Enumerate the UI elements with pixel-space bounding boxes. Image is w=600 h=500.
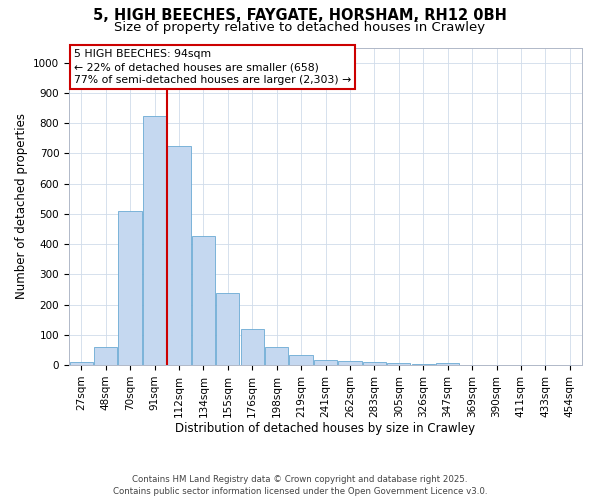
- Bar: [94, 348, 117, 365]
- Text: 5 HIGH BEECHES: 94sqm
← 22% of detached houses are smaller (658)
77% of semi-det: 5 HIGH BEECHES: 94sqm ← 22% of detached …: [74, 49, 352, 86]
- Bar: [289, 356, 313, 365]
- Bar: [412, 364, 435, 365]
- Bar: [265, 348, 288, 365]
- Text: Contains HM Land Registry data © Crown copyright and database right 2025.
Contai: Contains HM Land Registry data © Crown c…: [113, 475, 487, 496]
- Bar: [363, 362, 386, 365]
- Bar: [143, 116, 166, 365]
- Text: 5, HIGH BEECHES, FAYGATE, HORSHAM, RH12 0BH: 5, HIGH BEECHES, FAYGATE, HORSHAM, RH12 …: [93, 8, 507, 22]
- X-axis label: Distribution of detached houses by size in Crawley: Distribution of detached houses by size …: [175, 422, 476, 436]
- Text: Size of property relative to detached houses in Crawley: Size of property relative to detached ho…: [115, 21, 485, 34]
- Bar: [118, 211, 142, 365]
- Bar: [192, 236, 215, 365]
- Bar: [167, 146, 191, 365]
- Bar: [387, 364, 410, 365]
- Y-axis label: Number of detached properties: Number of detached properties: [14, 114, 28, 299]
- Bar: [70, 362, 93, 365]
- Bar: [436, 362, 459, 365]
- Bar: [314, 360, 337, 365]
- Bar: [338, 362, 362, 365]
- Bar: [216, 293, 239, 365]
- Bar: [241, 330, 264, 365]
